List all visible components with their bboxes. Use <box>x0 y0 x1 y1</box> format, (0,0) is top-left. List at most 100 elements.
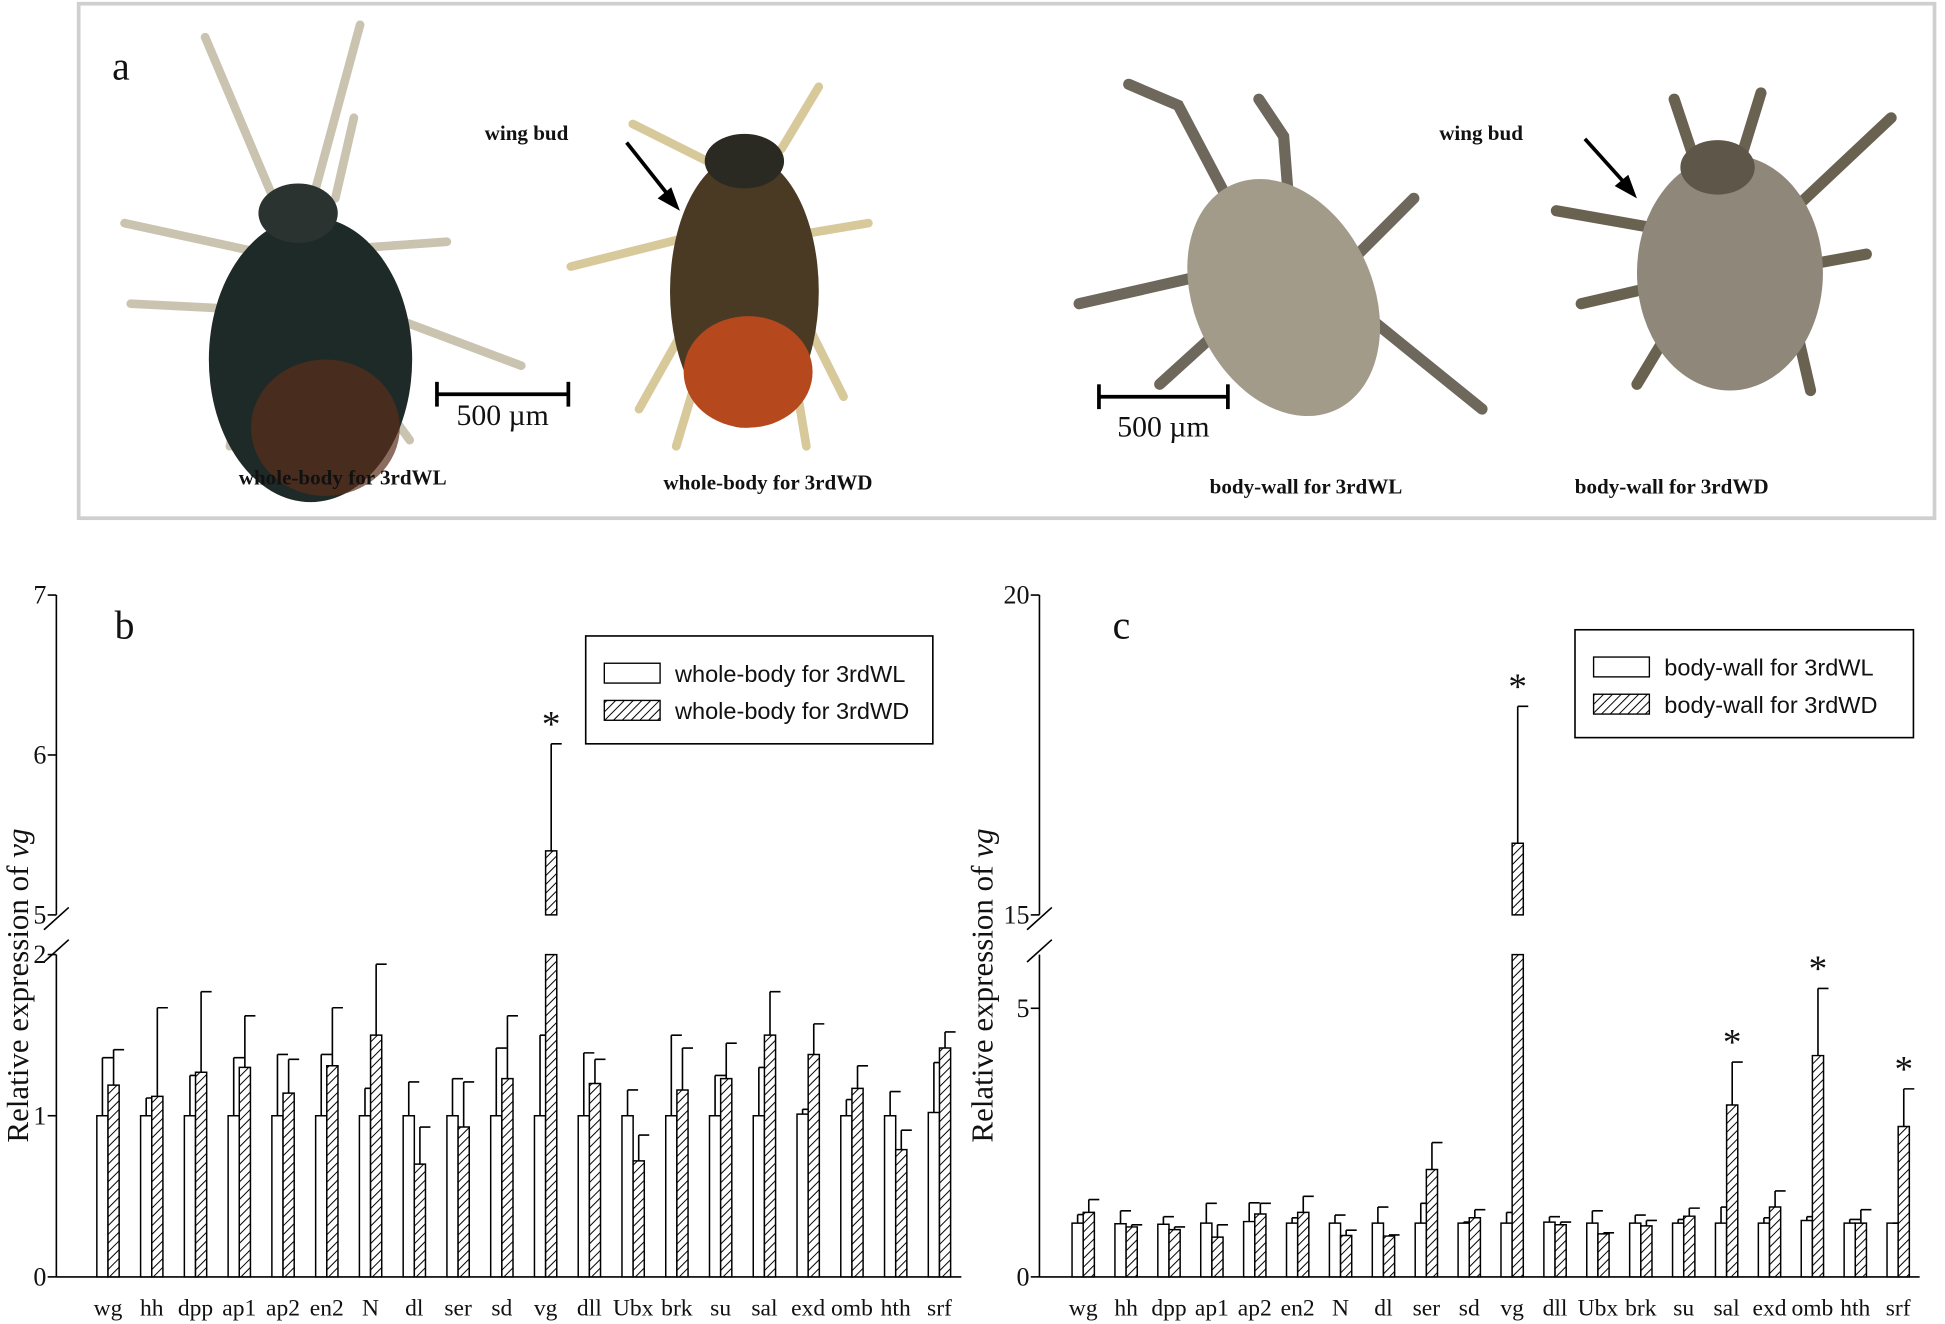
x-tick-label: vg <box>534 1295 558 1321</box>
axis-break <box>1026 906 1053 931</box>
annotation: wing bud <box>1439 121 1523 145</box>
y-axis-label-text: Relative expression of <box>0 858 35 1143</box>
error-bar <box>1431 1141 1443 1170</box>
axis-break <box>1026 939 1053 963</box>
error-bar <box>156 1006 168 1097</box>
legend-box <box>584 635 934 745</box>
bar <box>1586 1222 1599 1278</box>
bar <box>621 1114 634 1278</box>
axis-break <box>43 906 70 931</box>
x-tick-label: en2 <box>1281 1295 1315 1321</box>
bar <box>632 1160 646 1278</box>
bar <box>1511 842 1525 1278</box>
photo-panel: a <box>76 1 1937 521</box>
bar <box>446 1114 459 1278</box>
error-bar <box>462 1081 475 1128</box>
bar <box>194 1071 208 1278</box>
x-tick-label: N <box>1332 1295 1349 1321</box>
error-bar <box>769 990 781 1036</box>
error-bar <box>856 1064 869 1089</box>
bar <box>139 1114 153 1278</box>
x-tick-label: exd <box>1753 1295 1787 1321</box>
bar <box>96 1114 109 1278</box>
bar <box>1543 1221 1556 1278</box>
error-bar <box>1688 1207 1700 1217</box>
error-bar <box>407 1081 420 1116</box>
error-bar <box>112 1048 125 1086</box>
error-bar <box>1216 1223 1229 1238</box>
bar <box>1640 1225 1653 1278</box>
bar <box>358 1114 372 1278</box>
y-tick-label: 2 <box>33 940 46 969</box>
error-bar <box>1259 1202 1271 1215</box>
scale-bar <box>1097 384 1230 410</box>
x-tick-label: srf <box>1886 1295 1911 1321</box>
error-bar <box>725 1042 737 1079</box>
bar <box>1414 1222 1428 1278</box>
panel-label: c <box>1113 603 1131 647</box>
bar <box>938 1047 952 1278</box>
arrow-head <box>657 187 680 211</box>
error-bar <box>1130 1223 1143 1227</box>
legend-swatch <box>603 662 661 684</box>
y-axis-label: Relative expression of vg <box>964 829 999 1143</box>
bar <box>840 1114 853 1278</box>
error-bar <box>670 1034 682 1116</box>
x-tick-label: dpp <box>1151 1295 1186 1321</box>
bar <box>1500 1222 1513 1278</box>
bar <box>402 1114 416 1278</box>
y-tick-label: 1 <box>33 1101 46 1130</box>
significance-mark: * <box>542 704 561 745</box>
y-tick-label: 20 <box>1004 581 1030 610</box>
bar <box>883 1114 897 1278</box>
error-bar <box>200 990 212 1073</box>
x-tick-label: dl <box>405 1295 424 1321</box>
error-bar <box>1774 1190 1786 1208</box>
error-bar <box>244 1015 256 1068</box>
bar <box>1371 1222 1385 1278</box>
bar <box>1328 1222 1342 1278</box>
scale-bar-label: 500 µm <box>456 399 548 432</box>
aphid-photo <box>566 82 873 451</box>
error-bar <box>582 1052 595 1116</box>
legend-label: whole-body for 3rdWL <box>674 661 905 687</box>
x-tick-label: hh <box>1114 1295 1138 1321</box>
bar <box>227 1114 241 1278</box>
error-bar <box>287 1058 300 1094</box>
bar <box>577 1114 591 1278</box>
bar <box>183 1114 197 1278</box>
bar <box>369 1034 383 1278</box>
x-tick-label: srf <box>927 1295 952 1321</box>
bar <box>1339 1234 1353 1278</box>
bar <box>1725 1104 1739 1278</box>
x-tick-label: dpp <box>178 1295 213 1321</box>
caption: body-wall for 3rdWL <box>1210 474 1403 498</box>
bar <box>1114 1222 1127 1278</box>
caption: body-wall for 3rdWD <box>1575 474 1769 498</box>
legend-swatch <box>1592 656 1651 678</box>
aphid-photo <box>120 20 526 503</box>
error-bar <box>714 1074 726 1116</box>
error-bar <box>506 1015 518 1079</box>
error-bar <box>1087 1198 1100 1213</box>
error-bar <box>1162 1215 1174 1225</box>
bar <box>1843 1222 1857 1278</box>
significance-mark: * <box>1894 1049 1913 1090</box>
x-tick-label: dll <box>577 1295 602 1321</box>
error-bar <box>1860 1208 1872 1224</box>
axis-break <box>43 939 70 963</box>
x-tick-label: dll <box>1543 1295 1568 1321</box>
x-tick-label: N <box>362 1295 379 1321</box>
legend-label: body-wall for 3rdWD <box>1664 692 1877 718</box>
x-tick-label: hth <box>881 1295 911 1321</box>
bar <box>151 1095 164 1278</box>
bar <box>1157 1223 1170 1278</box>
bar <box>1757 1222 1771 1278</box>
x-tick-label: sd <box>1459 1295 1480 1321</box>
bar <box>457 1126 470 1278</box>
bar <box>588 1082 602 1278</box>
bar <box>238 1066 252 1278</box>
x-tick-label: sd <box>491 1295 512 1321</box>
error-bar <box>1559 1221 1572 1225</box>
bar <box>1811 1054 1825 1278</box>
